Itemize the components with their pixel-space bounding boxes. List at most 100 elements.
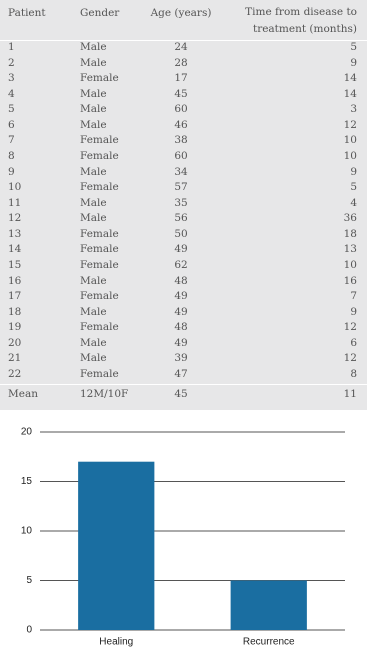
table-cell: 16	[343, 274, 357, 287]
table-cell: 49	[174, 305, 188, 318]
data-table: Patient Gender Age (years) Time from diseas…	[0, 0, 367, 410]
table-cell: Male	[80, 87, 107, 100]
table-cell: 17	[8, 290, 22, 303]
table-cell: 60	[174, 149, 188, 162]
table-cell: 9	[350, 165, 357, 178]
table-cell: 38	[174, 134, 188, 147]
table-cell: 47	[174, 367, 188, 380]
table-cell: 12	[343, 352, 357, 365]
table-cell: 24	[174, 41, 188, 53]
table-cell: Female	[80, 243, 119, 256]
x-tick-label: Healing	[99, 637, 133, 648]
table-cell: Female	[80, 72, 119, 85]
table-cell: 20	[8, 336, 22, 349]
table-cell: 5	[8, 103, 15, 116]
table-cell: 28	[174, 56, 188, 69]
table-cell: 45	[174, 87, 188, 100]
table-cell: 4	[350, 196, 357, 209]
table-cell: 46	[174, 118, 188, 131]
table-cell: 5	[350, 41, 357, 53]
table-cell: Male	[80, 352, 107, 365]
y-tick-label: 15	[21, 476, 33, 487]
table-cell: Male	[80, 196, 107, 209]
table-cell: 7	[350, 290, 357, 303]
table-cell: 49	[174, 290, 188, 303]
table-cell: 12	[343, 321, 357, 334]
table-cell: Female	[80, 258, 119, 271]
table-cell: 49	[174, 243, 188, 256]
table-cell: 15	[8, 258, 22, 271]
table-cell: 18	[343, 227, 357, 240]
chart: 0 5 10 15 20 Healing Recurrence	[21, 427, 345, 648]
table-cell: 14	[343, 72, 357, 85]
table-cell: 39	[174, 352, 188, 365]
table-cell: 12	[8, 212, 22, 225]
table-cell: 56	[174, 212, 188, 225]
table-cell: Female	[80, 134, 119, 147]
table-cell: 12	[343, 118, 357, 131]
table-cell: 3	[350, 103, 357, 116]
table-cell: 57	[174, 181, 188, 194]
table-cell: Male	[80, 212, 107, 225]
y-tick-label: 20	[21, 427, 33, 438]
table-cell: 11	[8, 196, 22, 209]
table-cell: 62	[174, 258, 188, 271]
table-cell: 22	[8, 367, 22, 380]
table-cell: 8	[8, 149, 15, 162]
footer-cell: Mean	[8, 388, 38, 400]
y-tick-label: 0	[26, 625, 32, 636]
table-cell: 60	[174, 103, 188, 116]
column-header: Patient	[8, 7, 46, 19]
table-cell: Male	[80, 56, 107, 69]
table-cell: 35	[174, 196, 188, 209]
table-cell: 34	[174, 165, 188, 178]
column-header: Age (years)	[150, 7, 212, 19]
header-separator	[0, 40, 367, 41]
table-cell: 9	[350, 56, 357, 69]
column-header: Time from disease to treatment (months)	[245, 6, 357, 35]
table-cell: Female	[80, 149, 119, 162]
table-cell: 10	[343, 149, 357, 162]
footer-separator	[0, 384, 367, 385]
table-cell: 3	[8, 72, 15, 85]
table-cell: Male	[80, 118, 107, 131]
table-cell: 19	[8, 321, 22, 334]
table-cell: 10	[8, 181, 22, 194]
table-cell: 7	[8, 134, 15, 147]
table-cell: 4	[8, 87, 15, 100]
table-cell: Female	[80, 181, 119, 194]
table-cell: 48	[174, 274, 188, 287]
table-cell: Male	[80, 165, 107, 178]
table-cell: 13	[8, 227, 22, 240]
table-cell: 16	[8, 274, 22, 287]
table-cell: Male	[80, 336, 107, 349]
table-cell: 14	[8, 243, 22, 256]
table-cell: 6	[8, 118, 15, 131]
table-cell: 10	[343, 258, 357, 271]
bar	[230, 580, 307, 630]
table-cell: 36	[343, 212, 357, 225]
table-cell: 49	[174, 336, 188, 349]
table-cell: Female	[80, 367, 119, 380]
table-cell: 8	[350, 367, 357, 380]
table-cell: 5	[350, 181, 357, 194]
column-header: Gender	[80, 7, 120, 19]
table-cell: 21	[8, 352, 22, 365]
table-cell: 13	[343, 243, 357, 256]
x-tick-label: Recurrence	[243, 637, 295, 648]
footer-cell: 45	[174, 388, 188, 400]
table-cell: 10	[343, 134, 357, 147]
table-cell: Male	[80, 103, 107, 116]
table-cell: 48	[174, 321, 188, 334]
table-cell: 18	[8, 305, 22, 318]
table-cell: 50	[174, 227, 188, 240]
y-tick-label: 10	[21, 526, 33, 537]
table-cell: Female	[80, 321, 119, 334]
bar	[78, 461, 155, 630]
table-cell: Male	[80, 41, 107, 53]
table-cell: Female	[80, 227, 119, 240]
table-cell: 9	[350, 305, 357, 318]
footer-cell: 11	[343, 388, 357, 400]
table-cell: Female	[80, 290, 119, 303]
